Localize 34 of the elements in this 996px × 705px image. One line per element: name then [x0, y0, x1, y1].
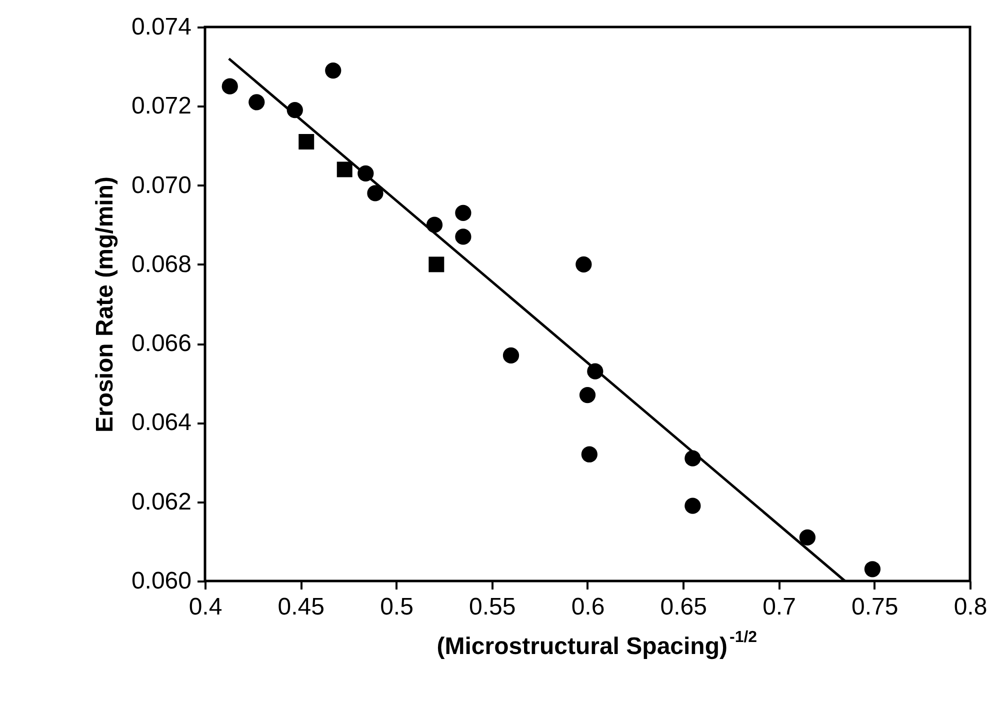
- y-tick-label: 0.064: [131, 409, 192, 436]
- point: [799, 529, 816, 546]
- y-axis-title: Erosion Rate (mg/min): [91, 176, 118, 433]
- point: [455, 204, 472, 222]
- point: [248, 94, 265, 110]
- point: [222, 78, 238, 94]
- y-tick-label: 0.066: [131, 330, 192, 358]
- point: [864, 561, 881, 578]
- y-tick-label: 0.062: [131, 488, 192, 516]
- y-tick-label: 0.074: [131, 14, 192, 40]
- point: [428, 256, 444, 272]
- x-tick-label: 0.8: [954, 594, 988, 620]
- x-tick-label: 0.5: [380, 594, 414, 620]
- y-tick-label: 0.060: [131, 568, 192, 594]
- x-tick-label: 0.7: [762, 594, 796, 620]
- point: [367, 185, 384, 202]
- point: [298, 134, 314, 150]
- x-tick-label: 0.4: [188, 594, 222, 620]
- point: [579, 386, 596, 404]
- x-tick-label: 0.6: [571, 594, 605, 620]
- y-tick-label: 0.070: [131, 172, 192, 199]
- x-tick-label: 0.65: [660, 594, 707, 620]
- point: [576, 256, 592, 272]
- point: [502, 347, 520, 364]
- y-tick-label: 0.072: [131, 92, 192, 120]
- point: [581, 446, 598, 462]
- point: [684, 498, 701, 514]
- y-tick-label: 0.068: [131, 250, 192, 278]
- x-tick-label: 0.55: [469, 594, 516, 620]
- point: [325, 62, 342, 79]
- x-tick-label: 0.75: [852, 594, 898, 620]
- point: [336, 162, 352, 178]
- x-tick-label: 0.45: [278, 594, 324, 620]
- point: [455, 228, 472, 245]
